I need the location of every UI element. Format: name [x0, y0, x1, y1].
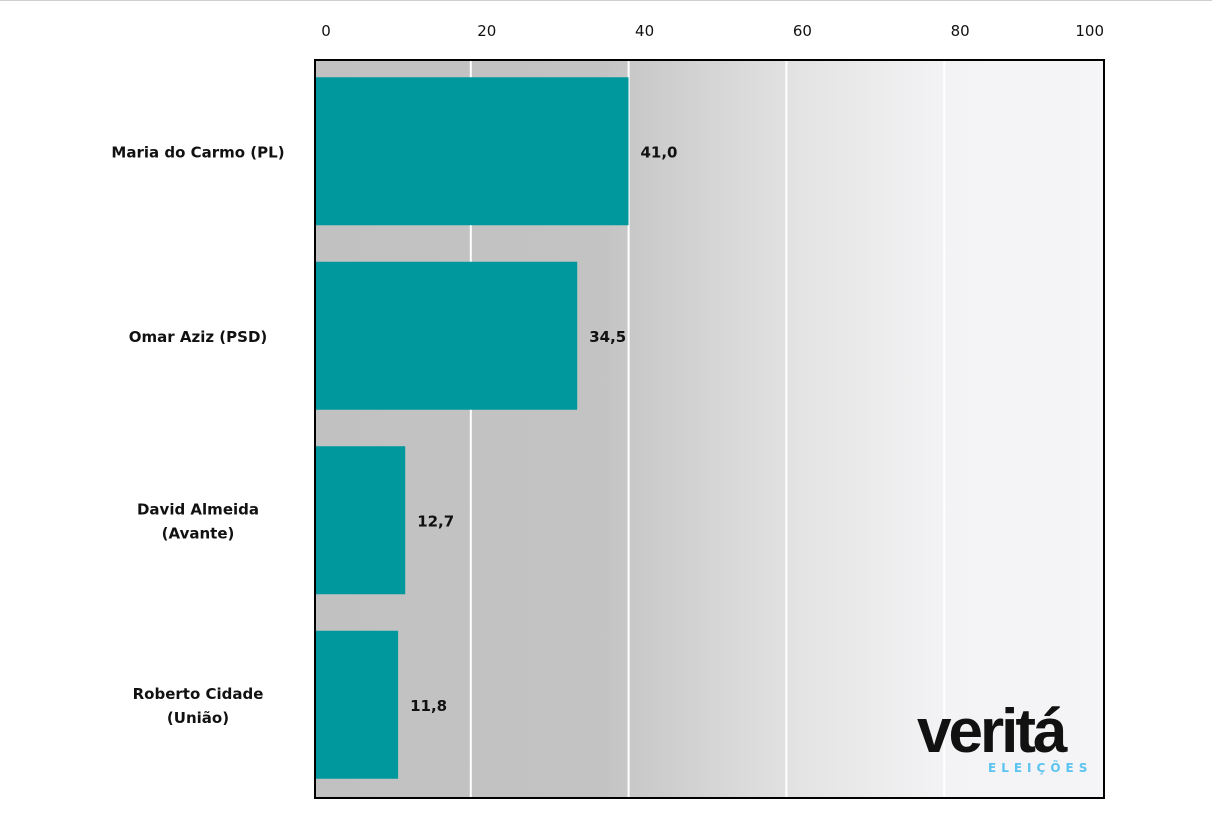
plot-frame	[314, 59, 1105, 799]
data-label: 34,5	[589, 328, 626, 346]
category-label: Roberto Cidade	[133, 685, 264, 703]
category-label: David Almeida	[137, 500, 259, 518]
x-tick-label: 80	[951, 22, 970, 40]
category-label: (Avante)	[162, 524, 235, 542]
data-label: 11,8	[410, 697, 447, 715]
logo-subtext: ELEIÇÕES	[988, 760, 1092, 775]
bar	[315, 261, 578, 410]
x-tick-label: 0	[321, 22, 331, 40]
x-tick-label: 20	[477, 22, 496, 40]
data-label: 41,0	[640, 143, 677, 161]
category-label: (União)	[167, 709, 229, 727]
logo-text: veritá	[917, 697, 1068, 766]
data-label: 12,7	[417, 512, 454, 530]
x-tick-label: 100	[1075, 22, 1104, 40]
category-label: Omar Aziz (PSD)	[129, 328, 268, 346]
x-tick-label: 60	[793, 22, 812, 40]
bar	[315, 446, 406, 595]
top-border-line	[0, 0, 1212, 1]
category-label: Maria do Carmo (PL)	[111, 143, 284, 161]
verita-logo: veritá ELEIÇÕES	[917, 697, 1092, 775]
bar	[315, 630, 399, 779]
x-tick-label: 40	[635, 22, 654, 40]
bar	[315, 77, 629, 226]
